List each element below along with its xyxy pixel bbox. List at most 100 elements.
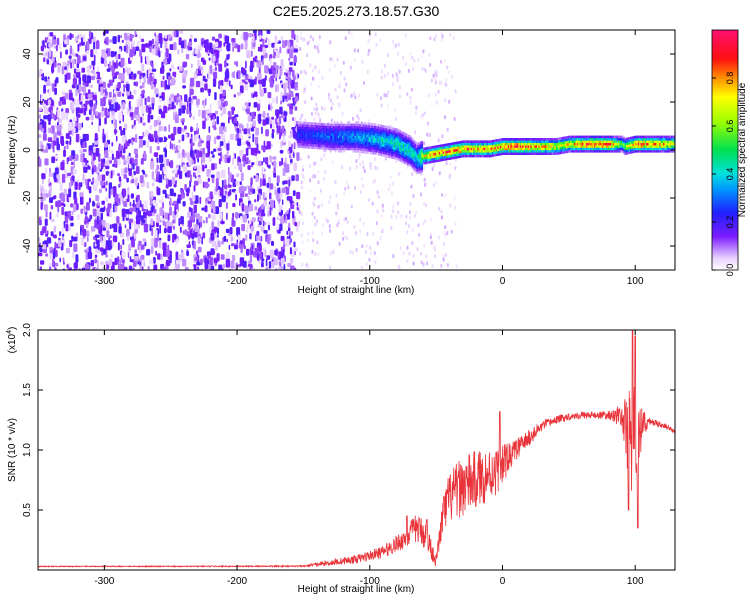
heatmap-cell	[418, 165, 421, 169]
heatmap-cell	[526, 138, 528, 141]
heatmap-cell	[389, 138, 392, 142]
heatmap-cell	[331, 123, 333, 127]
heatmap-cell	[373, 152, 376, 155]
heatmap-cell	[399, 141, 401, 145]
heatmap-cell	[410, 165, 413, 169]
heatmap-cell	[380, 103, 383, 108]
heatmap-cell	[337, 142, 340, 146]
heatmap-cell	[371, 123, 373, 126]
heatmap-cell	[217, 147, 222, 151]
heatmap-cell	[291, 175, 295, 181]
heatmap-cell	[205, 98, 207, 106]
heatmap-cell	[306, 133, 308, 137]
heatmap-cell	[303, 37, 306, 42]
heatmap-cell	[518, 152, 520, 155]
heatmap-cell	[369, 151, 372, 155]
heatmap-cell	[274, 186, 277, 190]
heatmap-cell	[375, 135, 377, 138]
heatmap-cell	[417, 156, 420, 160]
heatmap-cell	[314, 136, 316, 140]
heatmap-cell	[324, 135, 327, 138]
heatmap-cell	[298, 126, 300, 129]
heatmap-cell	[373, 130, 376, 134]
heatmap-cell	[367, 124, 369, 128]
heatmap-cell	[420, 115, 423, 120]
heatmap-cell	[438, 206, 441, 211]
heatmap-cell	[355, 123, 357, 127]
heatmap-cell	[379, 141, 381, 144]
heatmap-cell	[279, 75, 281, 79]
heatmap-cell	[526, 140, 528, 143]
heatmap-cell	[408, 139, 410, 143]
heatmap-cell	[364, 141, 367, 144]
heatmap-cell	[116, 87, 120, 92]
heatmap-cell	[181, 105, 186, 111]
heatmap-cell	[215, 178, 219, 187]
heatmap-cell	[466, 142, 469, 146]
heatmap-cell	[359, 145, 361, 149]
heatmap-cell	[389, 155, 392, 159]
heatmap-cell	[359, 128, 361, 132]
heatmap-cell	[317, 43, 320, 48]
heatmap-cell	[275, 68, 278, 78]
heatmap-cell	[75, 89, 78, 97]
heatmap-cell	[189, 215, 195, 220]
heatmap-cell	[112, 36, 117, 44]
heatmap-cell	[74, 181, 78, 190]
heatmap-cell	[328, 92, 331, 97]
heatmap-cell	[385, 137, 388, 141]
heatmap-cell	[214, 92, 217, 101]
heatmap-cell	[360, 136, 363, 139]
heatmap-cell	[391, 136, 393, 140]
heatmap-cell	[70, 203, 74, 208]
heatmap-cell	[143, 150, 146, 160]
heatmap-cell	[233, 94, 236, 98]
heatmap-cell	[316, 141, 319, 145]
heatmap-cell	[345, 123, 348, 127]
heatmap-cell	[220, 220, 225, 225]
heatmap-cell	[337, 128, 340, 131]
heatmap-cell	[92, 94, 97, 101]
heatmap-cell	[482, 145, 485, 148]
heatmap-cell	[71, 84, 76, 89]
heatmap-cell	[446, 231, 449, 235]
heatmap-cell	[429, 146, 432, 149]
heatmap-cell	[369, 130, 372, 133]
heatmap-cell	[391, 73, 394, 78]
heatmap-cell	[50, 269, 51, 270]
heatmap-cell	[526, 150, 528, 153]
heatmap-cell	[341, 135, 344, 139]
heatmap-cell	[205, 197, 207, 202]
heatmap-cell	[265, 129, 269, 137]
heatmap-cell	[275, 193, 280, 200]
heatmap-cell	[510, 140, 512, 143]
heatmap-cell	[130, 193, 134, 199]
heatmap-cell	[242, 186, 247, 191]
heatmap-cell	[348, 133, 351, 136]
heatmap-cell	[302, 140, 304, 144]
heatmap-cell	[300, 121, 303, 125]
heatmap-cell	[529, 150, 531, 153]
heatmap-cell	[410, 141, 413, 145]
heatmap-cell	[418, 168, 421, 171]
heatmap-cell	[219, 141, 224, 146]
heatmap-cell	[190, 34, 193, 39]
heatmap-cell	[434, 159, 437, 163]
heatmap-cell	[453, 154, 455, 157]
heatmap-cell	[493, 151, 495, 155]
heatmap-cell	[433, 145, 436, 149]
heatmap-cell	[288, 57, 291, 62]
heatmap-cell	[153, 178, 157, 182]
heatmap-cell	[282, 95, 285, 103]
heatmap-cell	[164, 212, 169, 220]
heatmap-cell	[531, 140, 534, 143]
heatmap-cell	[213, 148, 217, 152]
heatmap-cell	[464, 152, 466, 155]
heatmap-cell	[505, 138, 507, 141]
heatmap-cell	[456, 148, 458, 152]
heatmap-cell	[544, 142, 547, 146]
heatmap-cell	[515, 140, 518, 143]
heatmap-cell	[542, 147, 544, 151]
heatmap-cell	[194, 134, 198, 141]
heatmap-cell	[446, 155, 449, 158]
